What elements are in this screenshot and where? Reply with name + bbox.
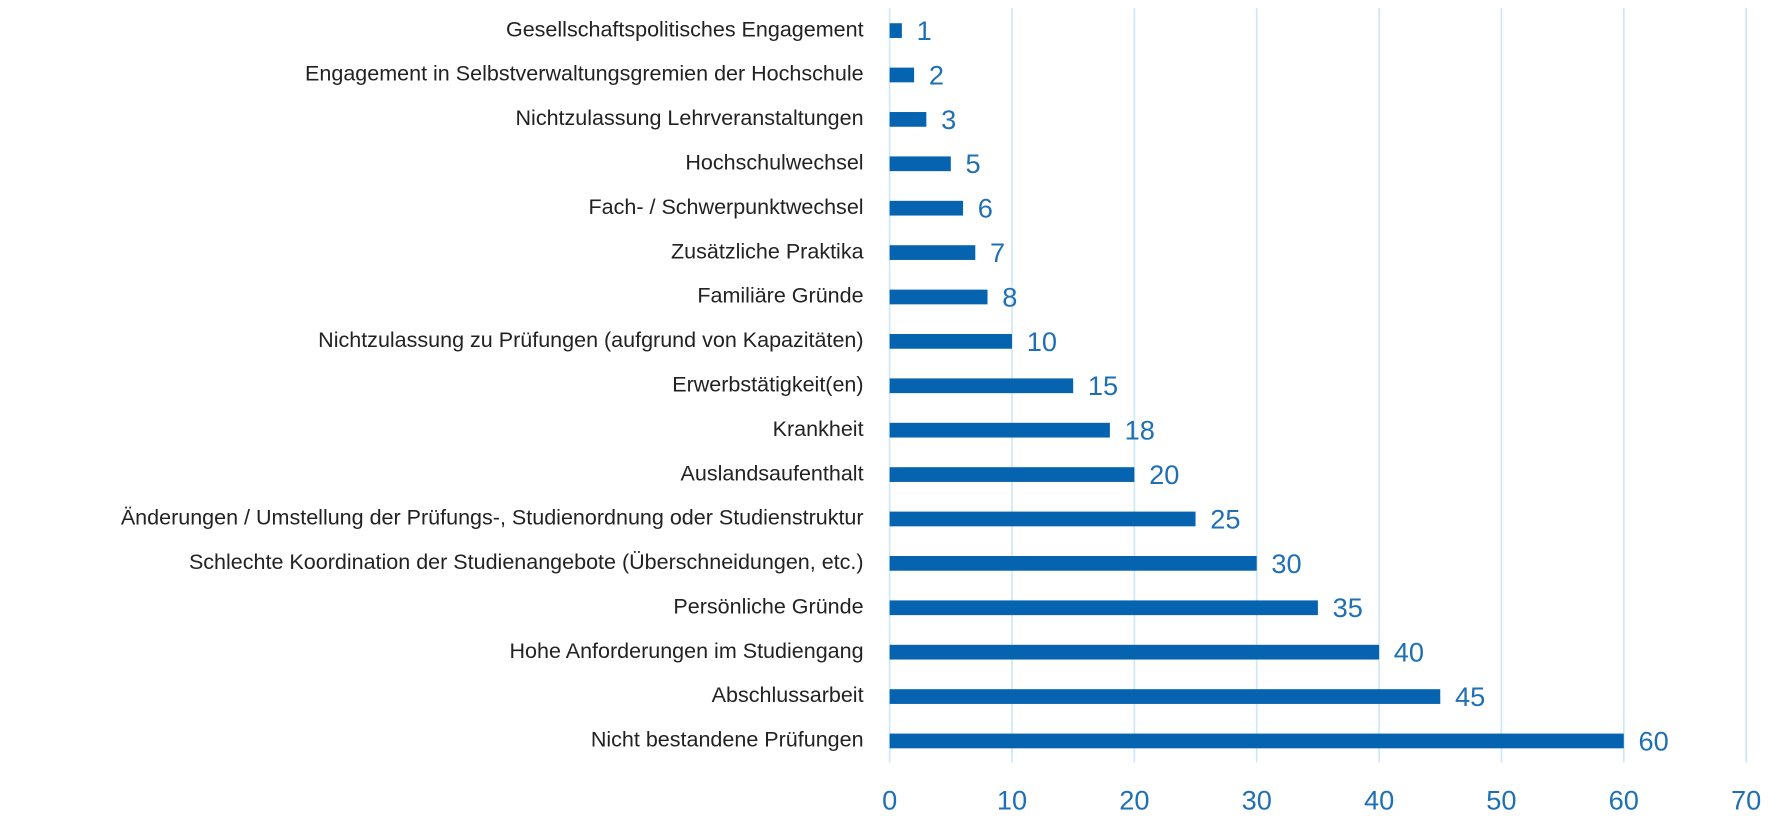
category-label: Schlechte Koordination der Studienangebo… — [189, 550, 864, 574]
data-label: 2 — [929, 59, 944, 90]
category-label: Gesellschaftspolitisches Engagement — [506, 17, 864, 41]
data-label: 45 — [1455, 681, 1485, 712]
data-label: 15 — [1088, 370, 1118, 401]
bar — [889, 245, 976, 260]
bar — [889, 644, 1380, 660]
data-label: 10 — [1027, 326, 1057, 357]
category-label: Engagement in Selbstverwaltungsgremien d… — [305, 62, 864, 86]
bar — [889, 200, 964, 216]
x-tick-label: 40 — [1364, 784, 1394, 815]
data-label: 8 — [1002, 281, 1017, 312]
category-label: Hohe Anforderungen im Studiengang — [509, 639, 863, 663]
bar — [889, 733, 1624, 749]
bar — [889, 378, 1074, 394]
data-label: 35 — [1333, 592, 1363, 623]
category-label: Familiäre Gründe — [697, 284, 863, 308]
category-label: Änderungen / Umstellung der Prüfungs-, S… — [121, 506, 864, 530]
category-label: Nichtzulassung Lehrveranstaltungen — [516, 106, 864, 130]
x-tick-label: 50 — [1486, 784, 1516, 815]
category-label: Nicht bestandene Prüfungen — [591, 728, 864, 752]
bar — [889, 511, 1196, 527]
bar — [889, 334, 1012, 349]
bar — [889, 156, 951, 172]
bar — [889, 422, 1110, 438]
bar — [889, 112, 927, 127]
x-tick-label: 10 — [997, 784, 1027, 815]
category-label: Krankheit — [773, 417, 864, 441]
data-label: 18 — [1125, 415, 1155, 446]
bar — [889, 689, 1441, 704]
data-label: 60 — [1639, 725, 1669, 756]
data-label: 5 — [966, 148, 981, 179]
category-label: Hochschulwechsel — [685, 150, 863, 174]
category-label: Nichtzulassung zu Prüfungen (aufgrund vo… — [318, 328, 863, 352]
category-label: Fach- / Schwerpunktwechsel — [589, 195, 864, 219]
data-label: 7 — [990, 237, 1005, 268]
category-label: Auslandsaufenthalt — [681, 461, 864, 485]
x-tick-label: 60 — [1609, 784, 1639, 815]
category-label: Abschlussarbeit — [712, 683, 864, 707]
data-label: 25 — [1210, 503, 1240, 534]
bar — [889, 600, 1318, 616]
category-label: Erwerbstätigkeit(en) — [672, 372, 863, 396]
x-tick-label: 20 — [1119, 784, 1149, 815]
x-tick-label: 0 — [882, 784, 897, 815]
bar — [889, 23, 902, 38]
x-tick-label: 70 — [1731, 784, 1761, 815]
data-label: 6 — [978, 193, 993, 224]
data-label: 3 — [941, 104, 956, 135]
x-tick-label: 30 — [1242, 784, 1272, 815]
bar — [889, 67, 915, 83]
bar — [889, 289, 988, 305]
data-label: 30 — [1271, 548, 1301, 579]
category-label: Zusätzliche Praktika — [671, 239, 864, 263]
category-label: Persönliche Gründe — [673, 594, 863, 618]
data-label: 20 — [1149, 459, 1179, 490]
bar — [889, 556, 1257, 571]
data-label: 40 — [1394, 637, 1424, 668]
bar — [889, 467, 1135, 482]
data-label: 1 — [917, 15, 932, 46]
